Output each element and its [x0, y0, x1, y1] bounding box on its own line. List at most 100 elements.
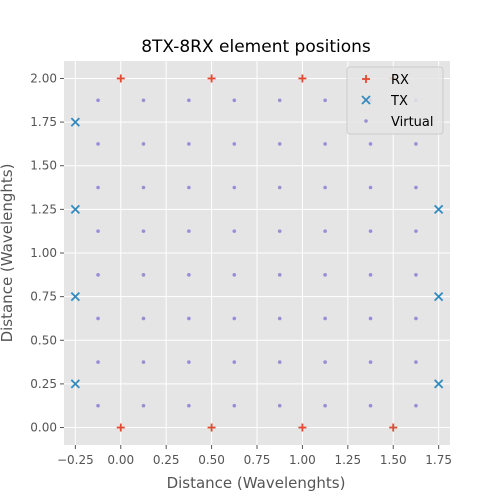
x-tick-label: 0.75: [244, 453, 271, 467]
virtual-point: [96, 185, 100, 190]
virtual-point: [232, 273, 237, 277]
virtual-point: [96, 98, 100, 103]
virtual-point: [187, 229, 191, 233]
virtual-point: [368, 229, 373, 233]
y-tick-label: 2.00: [30, 71, 57, 85]
virtual-point: [368, 273, 373, 277]
rx-point: [116, 74, 125, 83]
x-tick-label: 1.75: [425, 453, 452, 467]
virtual-point: [96, 273, 100, 277]
virtual-point: [96, 360, 100, 364]
chart-title: 8TX-8RX element positions: [141, 37, 371, 57]
virtual-point: [414, 316, 418, 321]
legend: RX TX Virtual: [346, 66, 444, 135]
virtual-point: [277, 403, 282, 408]
virtual-point: [232, 316, 237, 321]
legend-tx-label: TX: [390, 94, 408, 109]
virtual-point: [232, 142, 237, 146]
tx-point: [70, 291, 80, 302]
virtual-point: [141, 403, 146, 408]
virtual-point: [323, 273, 327, 277]
y-tick-label: 0.75: [30, 290, 57, 304]
tx-point: [70, 117, 80, 127]
x-tick-label: 1.00: [289, 453, 316, 467]
virtual-point: [96, 403, 100, 408]
legend-virtual-marker: [364, 119, 368, 123]
tx-point: [434, 379, 444, 389]
tx-point: [434, 204, 444, 215]
x-tick-label: 0.25: [153, 453, 180, 467]
x-tick-label: −0.25: [57, 453, 94, 467]
virtual-point: [414, 142, 418, 146]
virtual-point: [323, 185, 327, 190]
plot-area: −0.25 0.00 0.25 0.50 0.75 1.00 1.25 1.50 1.75 0.0…: [30, 61, 452, 467]
virtual-point: [187, 185, 191, 190]
virtual-point: [368, 185, 373, 190]
y-tick-label: 0.00: [30, 421, 57, 435]
rx-point: [116, 423, 125, 432]
virtual-point: [414, 273, 418, 277]
x-tick-label: 0.00: [107, 453, 134, 467]
virtual-point: [368, 142, 373, 146]
legend-rx-marker: [362, 75, 370, 83]
virtual-point: [187, 142, 191, 146]
virtual-point: [414, 360, 418, 364]
y-tick-label: 1.75: [30, 115, 57, 129]
y-tick-label: 1.50: [30, 159, 57, 173]
virtual-point: [277, 360, 282, 364]
virtual-point: [277, 229, 282, 233]
x-tick-label: 1.25: [334, 453, 361, 467]
virtual-point: [368, 360, 373, 364]
virtual-point: [232, 403, 237, 408]
virtual-point: [141, 273, 146, 277]
virtual-point: [232, 185, 237, 190]
virtual-point: [96, 316, 100, 321]
virtual-point: [232, 360, 237, 364]
virtual-point: [96, 142, 100, 146]
tx-point: [70, 379, 80, 389]
virtual-point: [323, 142, 327, 146]
x-axis-label: Distance (Wavelenghts): [167, 474, 346, 492]
virtual-point: [277, 185, 282, 190]
virtual-point: [323, 316, 327, 321]
tx-point: [70, 204, 80, 215]
legend-tx-marker: [361, 95, 371, 105]
virtual-point: [141, 316, 146, 321]
virtual-point: [141, 142, 146, 146]
virtual-point: [141, 360, 146, 364]
virtual-point: [141, 185, 146, 190]
y-tick-label: 0.25: [30, 377, 57, 391]
virtual-point: [277, 142, 282, 146]
virtual-point: [187, 360, 191, 364]
virtual-point: [414, 185, 418, 190]
rx-point: [298, 74, 307, 83]
virtual-point: [368, 316, 373, 321]
rx-point: [389, 423, 398, 432]
virtual-point: [368, 403, 373, 408]
virtual-point: [277, 98, 282, 103]
virtual-point: [187, 403, 191, 408]
x-tick-label: 1.50: [380, 453, 407, 467]
virtual-point: [414, 403, 418, 408]
rx-point: [207, 74, 216, 83]
virtual-point: [277, 316, 282, 321]
virtual-point: [277, 273, 282, 277]
legend-rx-label: RX: [391, 73, 409, 88]
virtual-point: [232, 229, 237, 233]
virtual-point: [323, 360, 327, 364]
virtual-point: [323, 98, 327, 103]
virtual-point: [187, 98, 191, 103]
y-tick-label: 0.50: [30, 333, 57, 347]
virtual-point: [414, 229, 418, 233]
y-tick-label: 1.00: [30, 246, 57, 260]
legend-virtual-label: Virtual: [391, 115, 433, 130]
virtual-point: [323, 229, 327, 233]
virtual-point: [323, 403, 327, 408]
virtual-point: [232, 98, 237, 103]
virtual-point: [187, 273, 191, 277]
virtual-point: [141, 98, 146, 103]
y-axis-label: Distance (Wavelenghts): [0, 164, 16, 343]
virtual-point: [141, 229, 146, 233]
x-tick-label: 0.50: [198, 453, 225, 467]
